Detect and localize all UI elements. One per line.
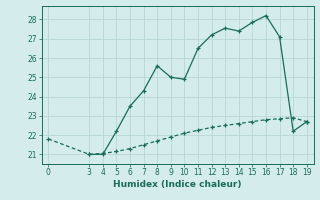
- X-axis label: Humidex (Indice chaleur): Humidex (Indice chaleur): [113, 180, 242, 189]
